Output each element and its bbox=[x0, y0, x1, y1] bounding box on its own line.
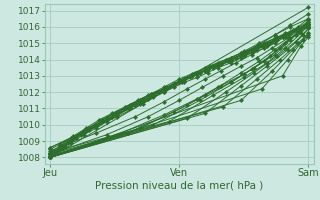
X-axis label: Pression niveau de la mer( hPa ): Pression niveau de la mer( hPa ) bbox=[95, 181, 263, 191]
